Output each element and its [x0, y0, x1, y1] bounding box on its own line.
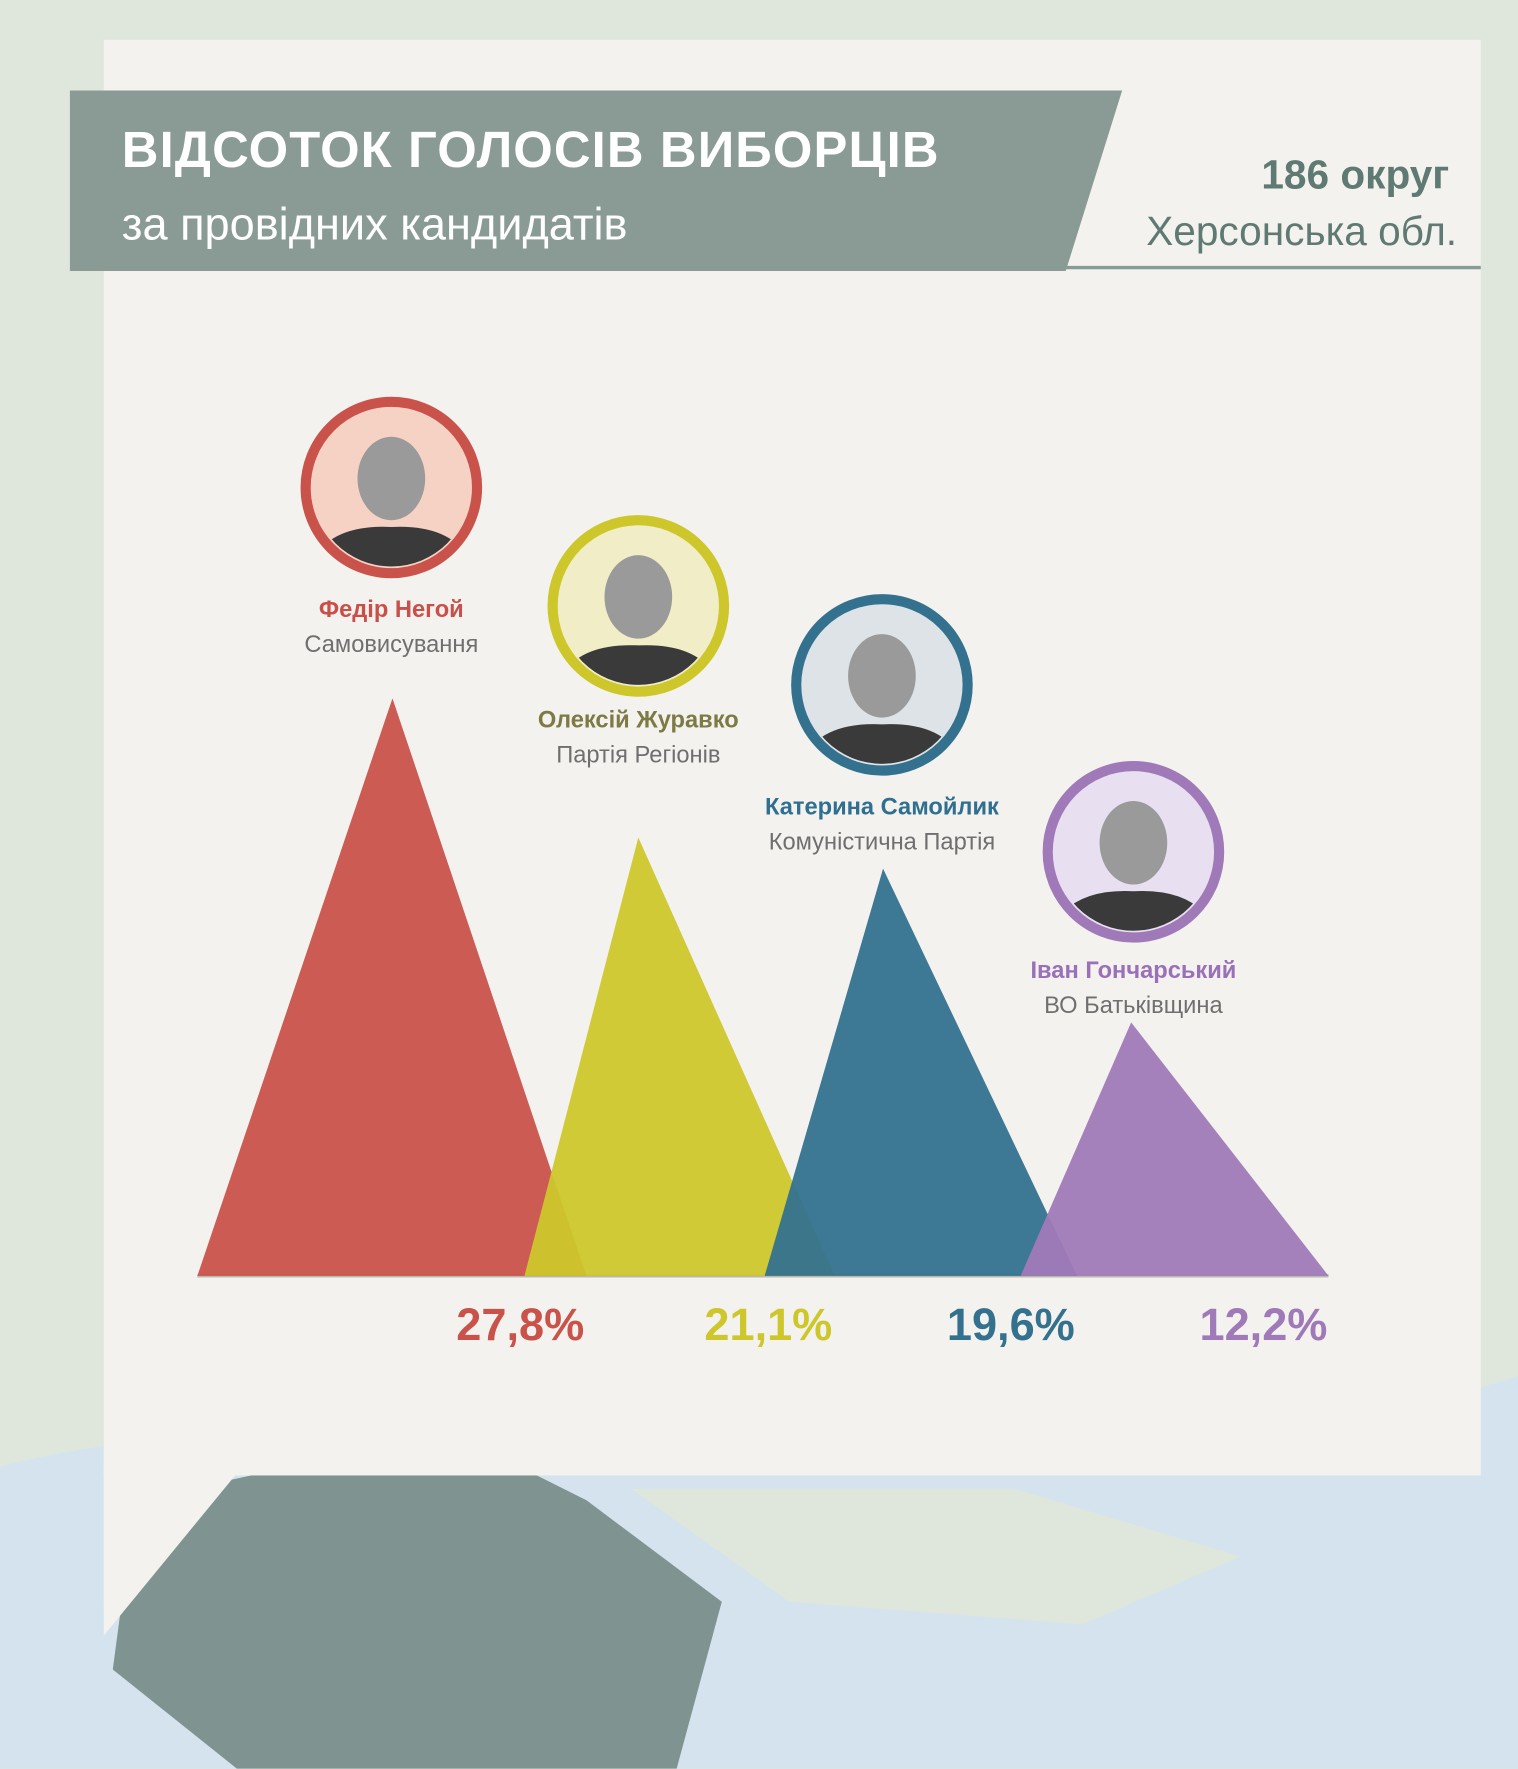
- triangle: [197, 698, 587, 1276]
- region: Херсонська обл.: [1146, 208, 1457, 254]
- chart-subtitle: за провідних кандидатів: [122, 198, 628, 249]
- candidate-party: Самовисування: [304, 632, 478, 658]
- value-label: 21,1%: [704, 1299, 832, 1350]
- portrait-head: [604, 555, 673, 639]
- candidate-name: Катерина Самойлик: [765, 795, 999, 821]
- value-label: 19,6%: [947, 1299, 1075, 1350]
- title-banner: [69, 90, 1123, 271]
- value-label: 12,2%: [1199, 1299, 1327, 1350]
- candidate-party: Комуністична Партія: [769, 830, 995, 856]
- portrait-head: [1099, 801, 1168, 885]
- district: 186 округ: [1261, 152, 1449, 198]
- triangle: [764, 868, 1078, 1276]
- candidate-party: Партія Регіонів: [556, 743, 720, 769]
- value-label: 27,8%: [456, 1299, 584, 1350]
- candidate-party: ВО Батьківщина: [1044, 993, 1223, 1019]
- portrait-head: [357, 436, 426, 521]
- triangle: [1020, 1022, 1329, 1276]
- map-peninsula: [112, 1432, 722, 1769]
- map-land-south: [631, 1488, 1241, 1625]
- candidate-name: Олексій Журавко: [538, 708, 739, 734]
- portrait-head: [848, 634, 916, 718]
- candidate-name: Федір Негой: [319, 597, 464, 623]
- triangle: [524, 837, 835, 1276]
- chart-title: ВІДСОТОК ГОЛОСІВ ВИБОРЦІВ: [122, 121, 940, 178]
- candidate-name: Іван Гончарський: [1030, 958, 1236, 984]
